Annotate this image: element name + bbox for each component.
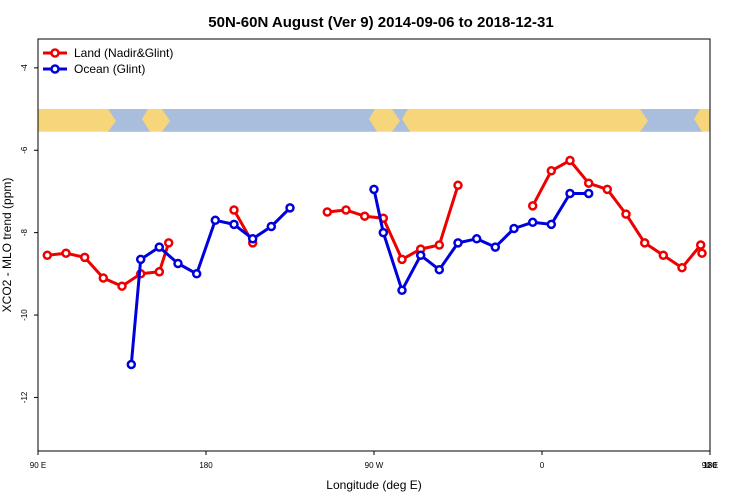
data-point-ocean (397, 285, 407, 296)
map-band-ocean-3 (640, 109, 702, 132)
data-point-ocean (546, 219, 557, 230)
chart-title: 50N-60N August (Ver 9) 2014-09-06 to 201… (208, 14, 553, 31)
data-point-land (117, 281, 127, 291)
data-point-land (359, 211, 370, 221)
data-point-land (98, 273, 109, 283)
x-tick-label: 180 (703, 461, 717, 470)
data-point-land (546, 166, 557, 176)
data-point-land (154, 267, 165, 277)
legend-marker-land (50, 48, 60, 58)
data-point-ocean (415, 250, 426, 261)
data-point-ocean (565, 188, 575, 199)
map-band-ocean-0 (108, 109, 150, 132)
data-point-land (583, 178, 594, 188)
series-line-ocean (372, 189, 589, 292)
data-point-ocean (369, 184, 379, 195)
y-axis: -4 -6 -8 -10 -12 (20, 64, 38, 403)
legend-label-ocean: Ocean (Glint) (74, 62, 145, 76)
data-point-land (79, 252, 90, 263)
x-tick-label: 180 (199, 461, 213, 470)
legend: Land (Nadir&Glint) Ocean (Glint) (43, 46, 173, 76)
data-point-land (621, 209, 631, 219)
data-point-ocean (135, 254, 146, 265)
data-point-land (61, 248, 71, 258)
y-tick-label: -8 (20, 229, 29, 237)
data-point-ocean (378, 227, 389, 238)
legend-label-land: Land (Nadir&Glint) (74, 46, 173, 60)
data-point-ocean (173, 258, 183, 269)
data-point-land (658, 250, 669, 261)
data-point-ocean (229, 219, 239, 230)
x-tick-label: 90 E (702, 461, 718, 470)
data-point-land (229, 205, 239, 215)
x-tick-label: 90 E (30, 461, 46, 470)
data-point-ocean (126, 359, 137, 370)
data-point-ocean (509, 223, 519, 234)
y-axis-label: XCO2 - MLO trend (ppm) (0, 178, 14, 313)
x-tick-label: 90 W (365, 461, 384, 470)
series-line-land (157, 242, 171, 273)
data-point-land (42, 250, 53, 261)
data-point-land (434, 240, 445, 250)
data-point-land (565, 155, 575, 166)
data-point-ocean (266, 221, 277, 232)
data-point-land (322, 207, 333, 217)
y-tick-label: -6 (20, 146, 29, 154)
data-point-ocean (154, 242, 165, 252)
data-point-land (527, 201, 538, 211)
series-layer (42, 155, 707, 370)
x-tick-label: 180 (703, 461, 717, 470)
plot-frame (37, 38, 711, 452)
data-point-land (397, 254, 407, 265)
data-point-land (639, 238, 650, 248)
series-line-ocean (129, 206, 292, 365)
data-point-ocean (285, 203, 295, 213)
data-point-ocean (583, 188, 594, 199)
data-point-ocean (527, 217, 538, 228)
data-point-land (341, 205, 351, 215)
data-point-land (695, 240, 706, 250)
y-tick-label: -12 (20, 391, 29, 403)
map-band-ocean-1 (162, 109, 377, 132)
data-point-land (677, 262, 687, 273)
map-band (38, 109, 710, 132)
data-point-ocean (471, 234, 482, 244)
data-point-ocean (453, 238, 463, 248)
data-point-ocean (434, 264, 445, 275)
y-tick-label: -4 (20, 64, 29, 72)
legend-marker-ocean (50, 64, 60, 74)
data-point-land (602, 184, 613, 195)
map-band-ocean-2 (392, 109, 410, 132)
data-point-land (453, 180, 463, 191)
data-point-ocean (490, 242, 501, 252)
data-point-ocean (247, 234, 258, 244)
x-axis-label: Longitude (deg E) (326, 478, 421, 492)
data-point-land (697, 248, 707, 258)
y-tick-label: -10 (20, 309, 29, 321)
data-point-land (163, 238, 174, 248)
data-point-ocean (191, 269, 202, 279)
x-tick-label: 0 (540, 461, 545, 470)
data-point-ocean (210, 215, 221, 226)
